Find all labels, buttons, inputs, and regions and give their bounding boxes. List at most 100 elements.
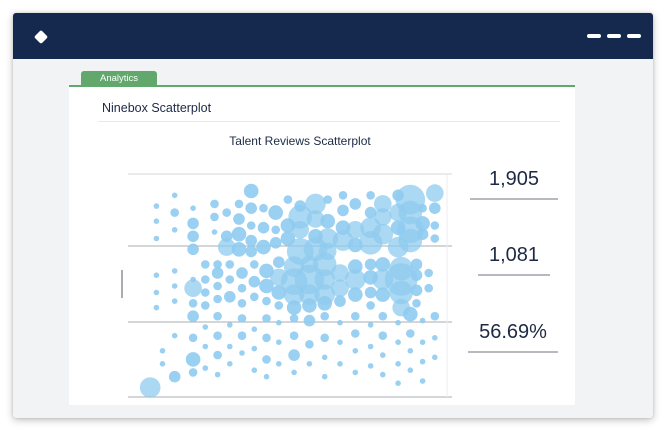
scatter-point-46[interactable] [338, 191, 348, 200]
scatter-point-91[interactable] [213, 294, 222, 304]
scatter-point-164[interactable] [239, 350, 245, 356]
scatter-point-184[interactable] [321, 354, 328, 361]
scatter-point-57[interactable] [374, 195, 392, 213]
scatter-point-191[interactable] [352, 348, 359, 354]
scatter-point-209[interactable] [419, 339, 426, 346]
scatter-point-71[interactable] [426, 184, 444, 202]
scatter-point-59[interactable] [372, 223, 394, 245]
scatter-point-21[interactable] [245, 202, 257, 214]
scatter-point-4[interactable] [170, 208, 179, 217]
scatter-point-147[interactable] [171, 332, 178, 339]
scatter-point-74[interactable] [430, 234, 440, 243]
scatter-point-177[interactable] [288, 349, 300, 361]
scatter-point-7[interactable] [187, 217, 199, 230]
scatter-point-179[interactable] [303, 314, 316, 327]
scatter-point-104[interactable] [273, 256, 285, 269]
scatter-point-128[interactable] [364, 286, 377, 299]
scatter-point-175[interactable] [289, 314, 299, 323]
scatter-point-98[interactable] [250, 260, 259, 269]
scatter-point-103[interactable] [262, 296, 271, 306]
scatter-point-26[interactable] [257, 221, 270, 234]
scatter-point-73[interactable] [430, 221, 440, 230]
scatter-point-176[interactable] [289, 331, 299, 341]
scatter-point-193[interactable] [367, 322, 374, 328]
scatter-point-197[interactable] [378, 331, 388, 341]
scatter-point-25[interactable] [259, 203, 268, 213]
scatter-point-185[interactable] [321, 373, 328, 380]
scatter-point-38[interactable] [305, 193, 326, 215]
scatter-point-6[interactable] [190, 205, 196, 211]
scatter-point-28[interactable] [268, 205, 284, 220]
scatter-point-162[interactable] [237, 314, 247, 323]
scatter-point-149[interactable] [188, 333, 198, 343]
scatter-point-201[interactable] [395, 339, 401, 346]
scatter-point-168[interactable] [262, 314, 271, 323]
scatter-point-157[interactable] [213, 350, 222, 360]
scatter-point-140[interactable] [412, 299, 421, 308]
scatter-point-151[interactable] [188, 368, 198, 377]
scatter-point-16[interactable] [234, 199, 244, 209]
scatter-point-132[interactable] [375, 287, 391, 302]
scatter-point-18[interactable] [231, 226, 247, 242]
scatter-point-43[interactable] [320, 213, 336, 229]
scatter-point-76[interactable] [153, 289, 160, 296]
scatter-point-84[interactable] [201, 260, 210, 269]
scatter-point-122[interactable] [334, 295, 346, 307]
scatter-point-202[interactable] [395, 361, 401, 367]
scatter-point-87[interactable] [201, 301, 210, 310]
scatter-point-5[interactable] [171, 227, 178, 233]
scatter-point-30[interactable] [269, 237, 282, 249]
scatter-point-42[interactable] [323, 195, 333, 204]
scatter-point-163[interactable] [237, 331, 247, 341]
scatter-point-77[interactable] [153, 304, 160, 311]
scatter-point-78[interactable] [171, 268, 178, 274]
scatter-point-183[interactable] [320, 333, 330, 343]
scatter-point-135[interactable] [389, 280, 414, 305]
scatter-point-39[interactable] [306, 210, 325, 228]
scatter-point-153[interactable] [202, 343, 209, 350]
scatter-point-169[interactable] [262, 333, 271, 343]
scatter-point-186[interactable] [337, 319, 343, 326]
scatter-point-90[interactable] [213, 281, 222, 291]
scatter-point-200[interactable] [395, 319, 401, 326]
scatter-point-68[interactable] [418, 203, 427, 213]
scatter-point-187[interactable] [337, 339, 343, 346]
scatter-point-199[interactable] [380, 371, 386, 378]
scatter-point-156[interactable] [213, 331, 222, 341]
scatter-point-20[interactable] [243, 183, 259, 199]
scatter-point-47[interactable] [337, 204, 349, 217]
scatter-point-22[interactable] [246, 221, 256, 230]
scatter-point-210[interactable] [419, 358, 426, 365]
scatter-point-27[interactable] [256, 239, 271, 255]
scatter-point-116[interactable] [312, 252, 337, 277]
scatter-point-80[interactable] [171, 298, 178, 304]
scatter-point-67[interactable] [398, 228, 423, 253]
menu-dashes-icon[interactable] [587, 34, 643, 38]
scatter-point-53[interactable] [366, 191, 375, 200]
scatter-point-195[interactable] [367, 363, 374, 369]
scatter-point-69[interactable] [415, 216, 430, 231]
scatter-point-173[interactable] [276, 339, 282, 346]
scatter-point-158[interactable] [214, 371, 221, 378]
scatter-point-95[interactable] [236, 267, 248, 279]
scatter-point-154[interactable] [202, 365, 209, 371]
scatter-point-125[interactable] [348, 287, 363, 302]
scatter-point-9[interactable] [187, 243, 199, 256]
scatter-point-130[interactable] [375, 257, 391, 272]
scatter-point-126[interactable] [364, 258, 377, 271]
scatter-point-88[interactable] [213, 260, 222, 269]
scatter-point-13[interactable] [222, 208, 231, 217]
scatter-point-192[interactable] [352, 369, 359, 376]
scatter-point-129[interactable] [366, 301, 375, 310]
scatter-point-117[interactable] [314, 269, 336, 290]
scatter-point-138[interactable] [410, 269, 423, 282]
scatter-point-35[interactable] [288, 205, 313, 229]
scatter-point-171[interactable] [263, 373, 270, 380]
scatter-point-143[interactable] [139, 377, 161, 398]
scatter-point-2[interactable] [153, 235, 160, 242]
scatter-point-17[interactable] [233, 213, 245, 225]
scatter-point-146[interactable] [168, 370, 181, 383]
scatter-point-102[interactable] [259, 278, 274, 294]
scatter-point-196[interactable] [378, 311, 388, 321]
scatter-point-85[interactable] [201, 275, 210, 284]
